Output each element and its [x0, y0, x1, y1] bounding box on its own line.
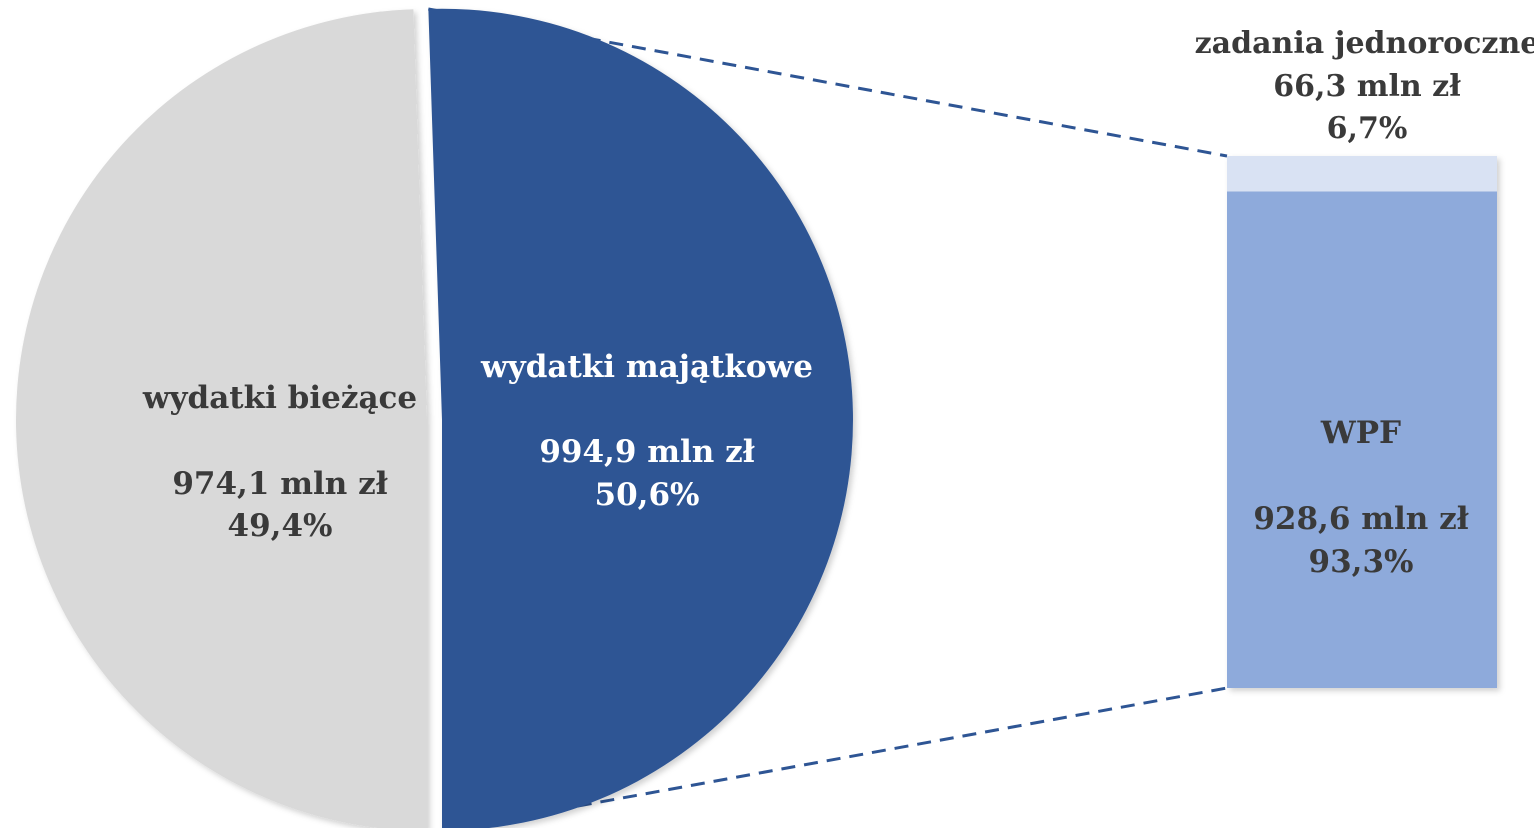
connector-line-bottom	[448, 686, 1228, 828]
connector-line-top	[428, 7, 1228, 158]
segment-name-label: WPF	[1320, 415, 1401, 451]
pie	[16, 8, 853, 828]
slice-percent-label: 49,4%	[228, 508, 333, 544]
segment-value-label: 928,6 mln zł	[1253, 501, 1469, 537]
bar-segment-wpf	[1227, 191, 1497, 689]
stacked-bar	[1227, 156, 1497, 689]
slice-value-label: 974,1 mln zł	[172, 466, 388, 502]
segment-value-label: 66,3 mln zł	[1273, 69, 1461, 104]
connector-lines	[428, 7, 1228, 828]
pie-slice-wydatki-majatkowe	[428, 8, 853, 828]
slice-value-label: 994,9 mln zł	[539, 434, 755, 470]
bar-label-wpf: WPF 928,6 mln zł 93,3%	[1253, 415, 1469, 580]
bar-segment-zadania-jednoroczne	[1227, 156, 1497, 192]
slice-label-wydatki-majatkowe: wydatki majątkowe 994,9 mln zł 50,6%	[480, 349, 813, 513]
slice-name-label: wydatki majątkowe	[480, 349, 813, 385]
slice-percent-label: 50,6%	[595, 477, 700, 513]
segment-percent-label: 93,3%	[1309, 544, 1414, 580]
slice-name-label: wydatki bieżące	[142, 380, 417, 416]
segment-name-label: zadania jednoroczne	[1195, 26, 1534, 61]
slice-label-wydatki-biezace: wydatki bieżące 974,1 mln zł 49,4%	[142, 380, 417, 544]
bar-label-zadania-jednoroczne: zadania jednoroczne 66,3 mln zł 6,7%	[1195, 26, 1534, 146]
pie-slice-wydatki-biezace	[16, 9, 427, 828]
segment-percent-label: 6,7%	[1327, 111, 1408, 146]
